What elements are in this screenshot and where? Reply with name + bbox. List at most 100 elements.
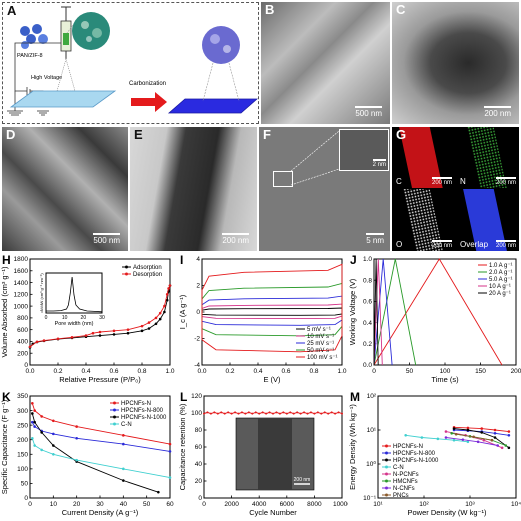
data-point [507,446,511,450]
y-tick-label: 1.0 [363,256,372,263]
data-point [163,304,166,308]
carbonization-arrow-icon [131,92,167,112]
x-tick-label: 40 [120,501,128,508]
data-point [98,334,102,337]
collector-plate [9,90,117,108]
y-tick-label: 250 [17,422,28,429]
data-point [450,431,453,435]
high-voltage-label: High Voltage [31,75,62,81]
scale-bar: 200 nm [431,177,452,186]
gcd-curve [373,258,379,366]
x-tick-label: 30 [96,501,104,508]
y-tick-label: 4 [196,256,200,263]
x-tick-label: 20 [73,501,81,508]
data-point [56,337,60,341]
data-point [158,311,162,315]
y-tick-label: -2 [194,336,200,343]
legend-entry: 1.0 A g⁻¹ [489,263,513,269]
panel-c-tem-image: C 200 nm [392,2,519,124]
x-tick-label: 4000 [252,501,267,508]
panel-label: C [396,2,406,17]
x-tick-label: 10² [419,501,429,508]
panel-label: K [2,390,11,404]
y-tick-label: 50 [21,481,29,488]
legend-entry: HPCNFs-N-1000 [393,458,439,464]
y-tick-label: -4 [194,362,200,369]
data-point [154,316,158,320]
x-tick-label: 50 [143,501,151,508]
data-point [52,419,55,423]
map-label: C [396,177,402,186]
x-tick-label: 0.4 [253,368,262,375]
y-tick-label: 1600 [14,268,29,275]
inset-scale-bar: 2 nm [372,159,386,168]
data-point [42,339,46,342]
pan-zif-label: PAN/ZIF-8 [17,53,43,59]
scale-bar: 200 nm [495,177,516,186]
data-point [466,426,470,430]
x-axis-label: Cycle Number [249,508,297,517]
y-tick-label: 1400 [14,280,29,287]
chart-j-gcd-curves: J 0 50 100 150 200 0.0 0.2 0.4 0.6 0.8 1.0 Time (s) W… [348,253,521,384]
legend-entry: HPCNFs-N-1000 [121,415,167,421]
map-label: Overlap [460,240,489,249]
data-point [296,411,299,414]
y-tick-label: 20 [195,478,203,485]
data-point [31,436,34,440]
data-point [261,411,264,414]
data-point [496,444,499,447]
precursor-molecules-icon [20,24,48,49]
data-point [444,436,448,439]
x-tick-label: 1.0 [337,368,346,375]
x-tick-label: 0.0 [25,368,34,375]
scale-bar: 500 nm [355,106,382,118]
scale-bar: 5 nm [366,233,384,245]
legend-marker [385,451,388,455]
data-point [75,458,78,462]
legend-entry: 10 mV s⁻¹ [307,334,334,340]
data-point [112,333,116,336]
y-axis-label: Energy Density (Wh kg⁻¹) [348,404,357,490]
data-point [461,438,465,441]
panel-label: E [134,127,143,142]
data-point [234,411,237,414]
eds-map-n: N 200 nm [456,127,519,188]
series-line [31,413,159,493]
legend-entry: Desorption [133,272,162,278]
inset-frame [45,272,103,314]
legend-entry: PNCs [393,493,409,499]
legend-marker [385,493,388,497]
data-point [490,438,494,442]
data-point [165,298,169,302]
y-tick-label: 2 [196,283,200,290]
legend-entry: HPCNFs-N-800 [121,408,164,414]
y-tick-label: 100 [17,466,28,473]
x-tick-label: 0.6 [281,368,290,375]
series-line [29,285,171,348]
data-point [157,490,160,494]
cv-loop [201,307,343,316]
data-point [84,334,88,337]
data-point [91,331,95,335]
data-point [289,411,292,414]
legend-entry: HPCNFs-N-800 [393,451,436,457]
y-tick-label: 0 [24,362,28,369]
data-point [223,412,226,415]
cv-loop [201,263,343,353]
y-tick-label: 10⁰ [366,460,376,468]
y-tick-label: 10² [367,393,377,400]
panel-label: L [180,390,187,404]
data-point [278,412,281,415]
panel-a: A PAN/ZIF-8 [2,2,259,124]
inset-x-tick: 0 [45,315,48,321]
data-point [500,446,504,450]
y-tick-label: 0 [24,495,28,502]
precursor-fiber-zoom [72,12,110,50]
data-point [507,430,511,433]
data-point [292,412,295,415]
data-point [480,431,484,434]
data-point [275,411,278,414]
data-point [482,438,486,442]
